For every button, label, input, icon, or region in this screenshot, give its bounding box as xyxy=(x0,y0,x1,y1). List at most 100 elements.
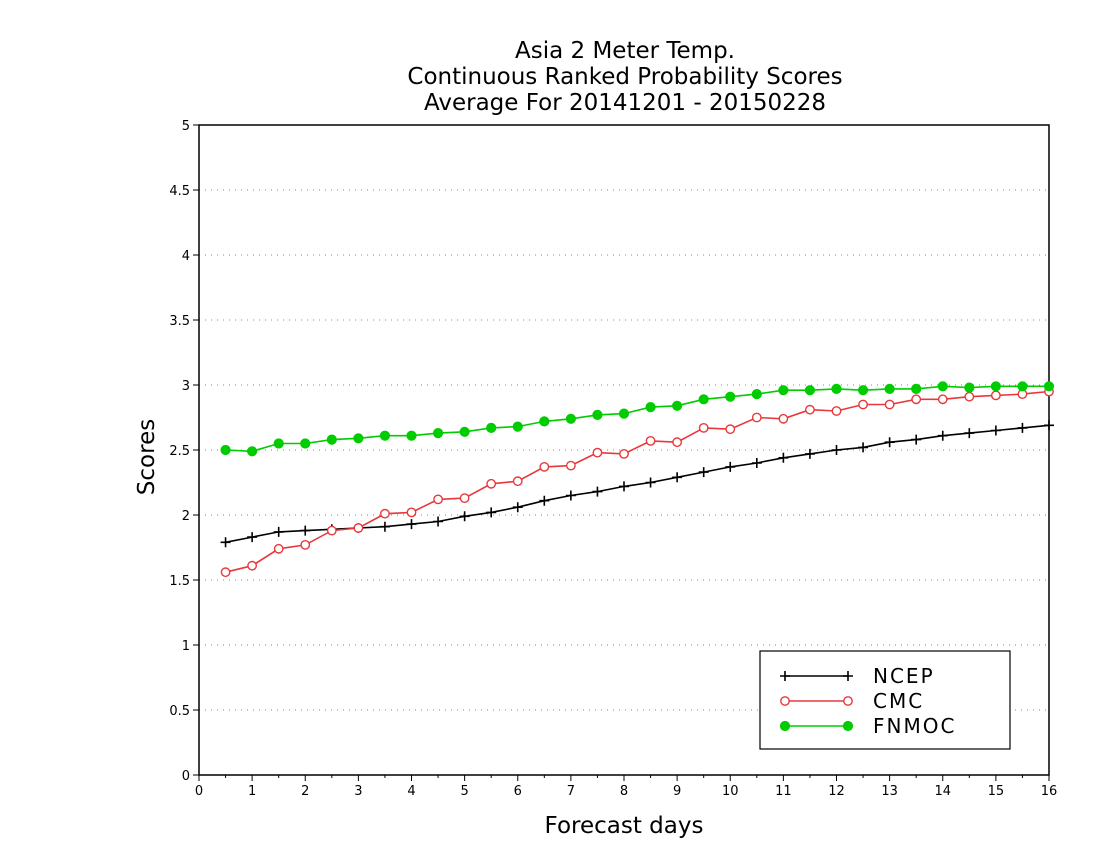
x-tick-label: 10 xyxy=(722,784,739,799)
data-point xyxy=(459,493,470,503)
data-point xyxy=(379,521,390,532)
data-point xyxy=(672,400,683,411)
data-point xyxy=(780,696,790,706)
y-tick-label: 0 xyxy=(182,769,190,784)
data-point xyxy=(725,391,736,402)
y-tick-label: 1 xyxy=(182,639,190,654)
data-point xyxy=(433,494,443,505)
data-point xyxy=(698,394,709,405)
data-point xyxy=(565,413,576,424)
data-point xyxy=(751,458,762,468)
data-point xyxy=(618,408,630,419)
data-point xyxy=(843,671,853,681)
data-point xyxy=(964,391,975,402)
data-point xyxy=(698,422,709,433)
series-line xyxy=(225,390,1050,573)
legend-box xyxy=(759,650,1011,750)
data-point xyxy=(698,467,709,478)
data-point xyxy=(964,382,975,393)
data-point xyxy=(843,696,853,706)
data-point xyxy=(805,404,815,415)
chart-title-line-3: Average For 20141201 - 20150228 xyxy=(424,90,826,116)
data-point xyxy=(592,409,603,420)
data-point xyxy=(964,428,975,439)
chart-title-line-1: Asia 2 Meter Temp. xyxy=(515,38,735,64)
data-point xyxy=(842,720,854,732)
x-tick-label: 9 xyxy=(673,784,681,799)
y-tick-label: 5 xyxy=(182,119,190,134)
data-point xyxy=(990,425,1001,436)
data-point xyxy=(512,476,523,487)
y-axis-label: Scores xyxy=(134,419,160,495)
data-point xyxy=(884,437,895,448)
x-tick-label: 7 xyxy=(567,784,575,799)
data-point xyxy=(672,472,683,483)
data-point xyxy=(990,381,1001,392)
data-point xyxy=(459,426,470,437)
legend-label: NCEP xyxy=(873,664,935,688)
data-point xyxy=(406,430,417,441)
x-tick-label: 1 xyxy=(248,784,256,799)
data-point xyxy=(565,490,576,501)
data-point xyxy=(353,433,364,444)
data-point xyxy=(432,428,444,439)
data-point xyxy=(645,402,656,413)
legend-entry-cmc: CMC xyxy=(780,689,924,713)
data-point xyxy=(273,543,284,554)
x-tick-label: 14 xyxy=(934,784,951,799)
legend-entry-fnmoc: FNMOC xyxy=(779,714,954,738)
data-point xyxy=(539,416,550,427)
x-tick-label: 3 xyxy=(354,784,362,799)
x-tick-label: 16 xyxy=(1041,784,1058,799)
data-point xyxy=(937,394,948,405)
x-tick-label: 2 xyxy=(301,784,309,799)
data-point xyxy=(831,406,842,416)
y-tick-label: 3.5 xyxy=(169,314,190,329)
data-point xyxy=(778,385,789,396)
data-point xyxy=(858,399,868,410)
data-point xyxy=(857,385,869,396)
data-point xyxy=(247,560,258,571)
series xyxy=(220,381,1055,578)
data-point xyxy=(778,413,789,424)
data-point xyxy=(779,720,791,732)
data-point xyxy=(937,381,948,392)
data-point xyxy=(539,461,550,472)
data-point xyxy=(539,495,550,506)
y-tick-label: 4.5 xyxy=(169,184,190,199)
y-tick-label: 2 xyxy=(182,509,190,524)
data-point xyxy=(911,394,922,405)
data-point xyxy=(486,507,497,518)
data-point xyxy=(1043,381,1055,392)
series-fnmoc xyxy=(220,381,1055,457)
data-point xyxy=(619,481,629,492)
data-point xyxy=(645,477,656,488)
data-point xyxy=(1017,422,1028,433)
data-point xyxy=(300,540,311,550)
data-point xyxy=(645,435,656,446)
x-tick-label: 0 xyxy=(195,784,203,799)
data-point xyxy=(672,437,683,448)
x-tick-label: 5 xyxy=(460,784,468,799)
x-tick-label: 13 xyxy=(881,784,898,799)
legend-label: CMC xyxy=(873,689,924,713)
legend-entry-ncep: NCEP xyxy=(780,664,935,688)
x-tick-label: 8 xyxy=(620,784,628,799)
chart-title: Asia 2 Meter Temp. Continuous Ranked Pro… xyxy=(407,38,842,116)
data-point xyxy=(565,460,576,471)
data-point xyxy=(619,448,629,459)
data-point xyxy=(220,444,231,456)
data-point xyxy=(486,478,497,489)
data-point xyxy=(353,523,364,533)
data-point xyxy=(326,434,337,445)
data-point xyxy=(911,434,922,445)
chart-title-line-2: Continuous Ranked Probability Scores xyxy=(407,64,842,90)
y-tick-label: 2.5 xyxy=(169,444,190,459)
x-axis-label: Forecast days xyxy=(545,813,704,839)
data-point xyxy=(751,389,762,400)
data-point xyxy=(937,430,948,441)
data-point xyxy=(247,446,258,457)
data-point xyxy=(406,507,417,518)
data-point xyxy=(326,525,337,536)
data-point xyxy=(725,424,736,435)
